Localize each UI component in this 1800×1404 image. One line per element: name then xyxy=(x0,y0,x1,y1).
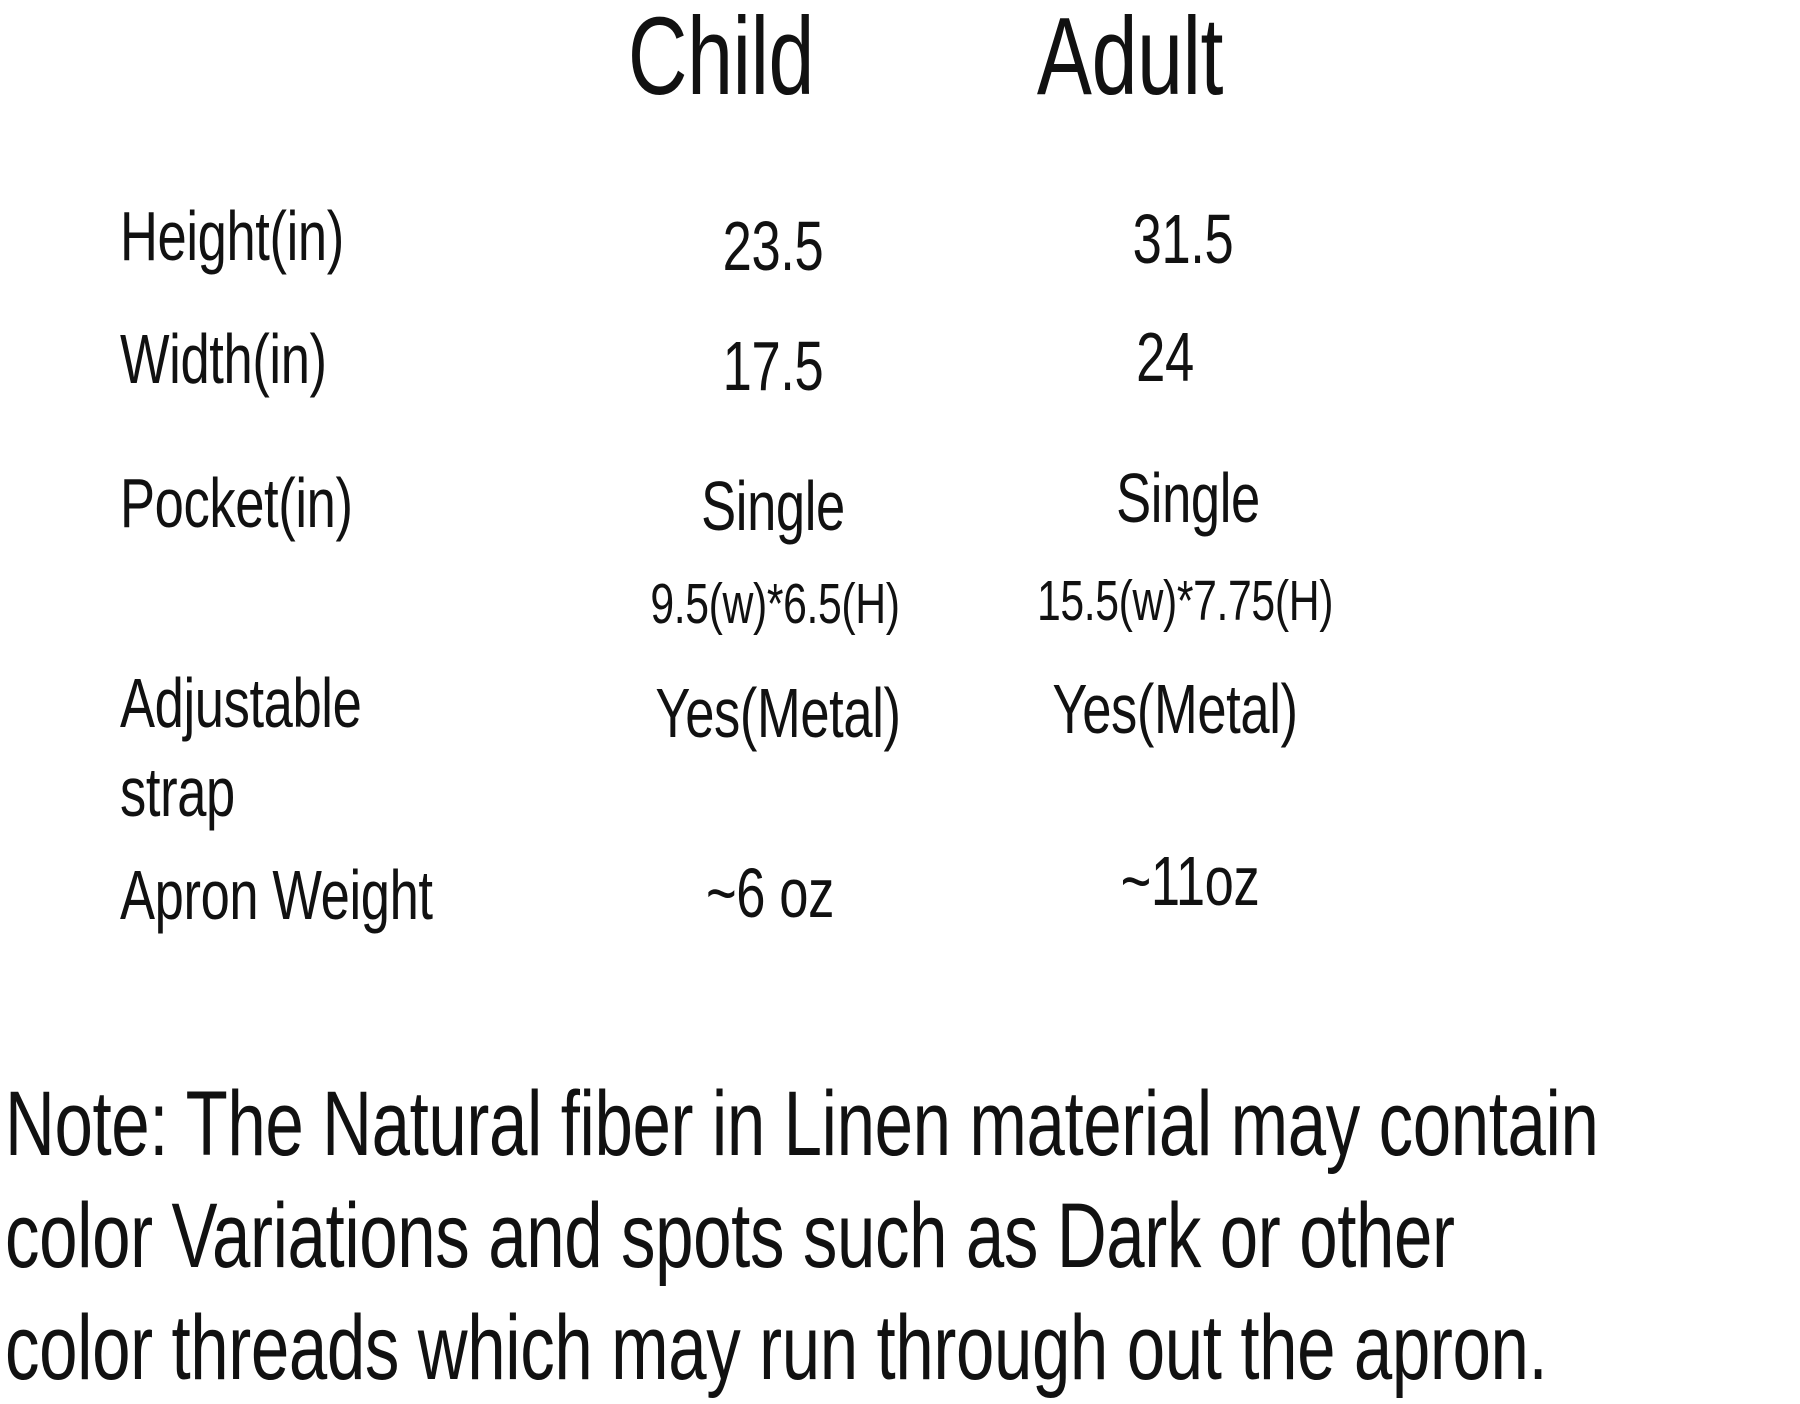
cell-child-width: 17.5 xyxy=(722,327,824,405)
cell-adult-pocket: Single xyxy=(1116,459,1260,537)
cell-child-apron-weight: ~6 oz xyxy=(705,854,835,932)
row-label-height: Height(in) xyxy=(120,197,344,275)
cell-adult-adjustable-strap: Yes(Metal) xyxy=(1052,670,1298,748)
note-text: Note: The Natural fiber in Linen materia… xyxy=(5,1068,1599,1404)
note-text-line-3: color threads which may run through out … xyxy=(5,1297,1548,1399)
note-text-line-2: color Variations and spots such as Dark … xyxy=(5,1185,1455,1287)
note-text-line-1: Note: The Natural fiber in Linen materia… xyxy=(5,1073,1599,1175)
cell-child-adjustable-strap: Yes(Metal) xyxy=(655,674,901,752)
cell-adult-width: 24 xyxy=(1136,318,1194,396)
row-label-adjustable-strap: Adjustable strap xyxy=(120,664,362,831)
cell-child-pocket-detail: 9.5(w)*6.5(H) xyxy=(650,572,900,636)
column-header-child: Child xyxy=(627,0,815,118)
column-header-adult: Adult xyxy=(1036,0,1224,118)
cell-child-pocket: Single xyxy=(701,467,845,545)
cell-adult-apron-weight: ~11oz xyxy=(1120,842,1260,920)
cell-child-height: 23.5 xyxy=(722,207,824,285)
row-label-width: Width(in) xyxy=(120,320,327,398)
cell-adult-pocket-detail: 15.5(w)*7.75(H) xyxy=(1036,569,1334,633)
cell-adult-height: 31.5 xyxy=(1132,200,1234,278)
row-label-apron-weight: Apron Weight xyxy=(120,856,433,934)
row-label-pocket: Pocket(in) xyxy=(120,464,353,542)
